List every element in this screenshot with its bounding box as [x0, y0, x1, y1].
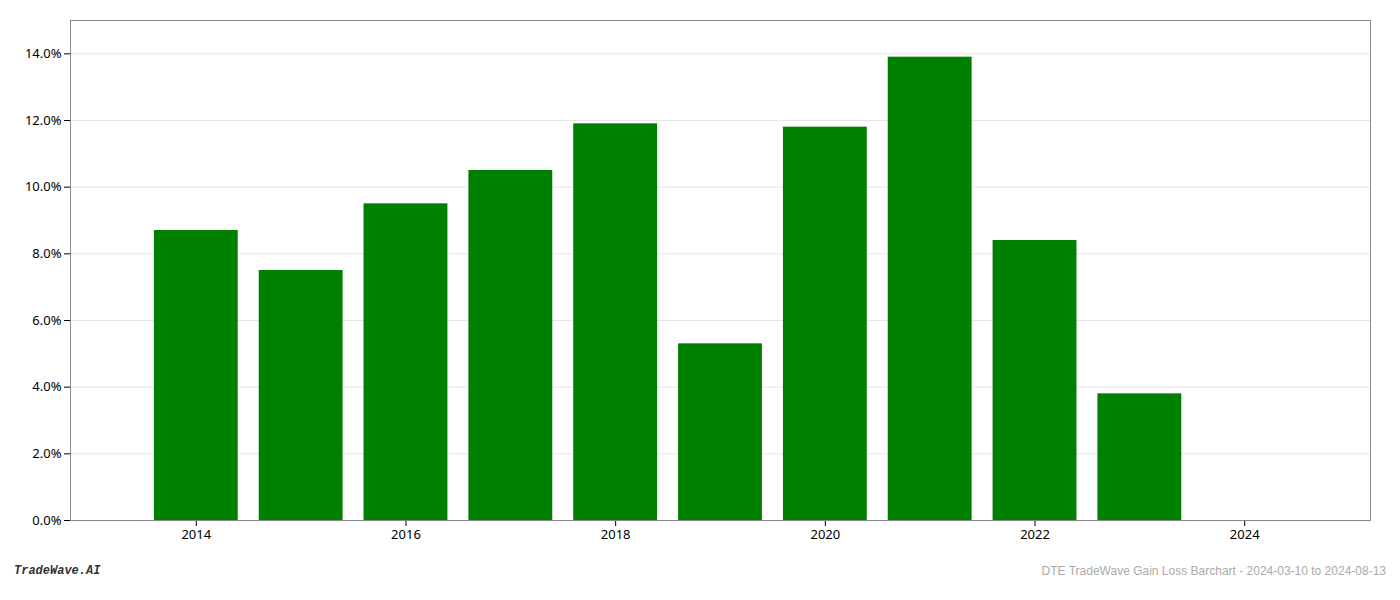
svg-text:10.0%: 10.0%	[25, 177, 62, 195]
html-text:TradeWave.AI: TradeWave.AI	[14, 564, 101, 578]
svg-text:2.0%: 2.0%	[32, 444, 61, 462]
svg-text:2024: 2024	[1230, 525, 1260, 543]
svg-text:2018: 2018	[601, 525, 631, 543]
svg-text:2014: 2014	[181, 525, 211, 543]
html-text:DTE TradeWave Gain Loss Barcha: DTE TradeWave Gain Loss Barchart - 2024-…	[1041, 564, 1386, 578]
svg-text:2020: 2020	[810, 525, 840, 543]
svg-text:2016: 2016	[391, 525, 421, 543]
svg-text:6.0%: 6.0%	[32, 311, 61, 329]
svg-text:4.0%: 4.0%	[32, 377, 61, 395]
svg-text:8.0%: 8.0%	[32, 244, 61, 262]
svg-text:0.0%: 0.0%	[32, 511, 61, 529]
svg-text:2022: 2022	[1020, 525, 1050, 543]
svg-text:14.0%: 14.0%	[25, 44, 62, 62]
svg-text:12.0%: 12.0%	[25, 111, 62, 129]
